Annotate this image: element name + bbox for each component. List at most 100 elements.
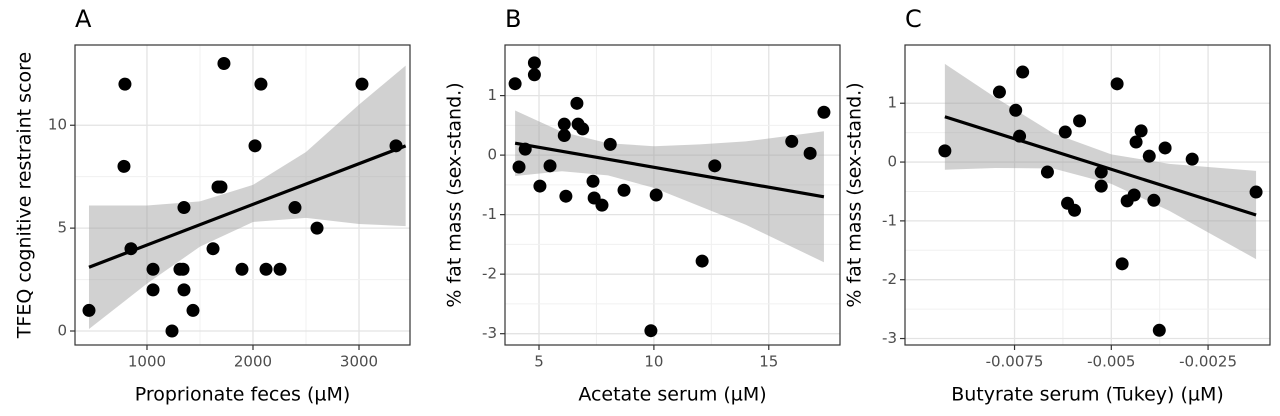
y-tick-label: -1 [882,211,897,229]
point [595,198,609,212]
confidence-band [515,110,824,263]
point [586,174,600,188]
point [1009,103,1023,117]
panel-title: C [905,5,922,33]
x-axis-title: Acetate serum (µM) [578,384,766,406]
point [82,303,96,317]
point [214,180,228,194]
point [177,201,191,215]
point [1134,124,1148,138]
x-tick-label: -0.005 [1087,353,1135,371]
point [1152,323,1166,337]
point [1147,193,1161,207]
point [206,242,220,256]
point [118,77,132,91]
panel-title: A [75,5,92,33]
y-tick-label: 0 [57,322,67,340]
y-tick-label: -1 [482,205,497,223]
panel-title: B [505,5,521,33]
point [146,283,160,297]
point [124,242,138,256]
panel-border [904,44,1271,346]
panel: -0.0075 -0.005 -0.0025 -3 -2 -1 0 1 C Butyrate se… [844,5,1271,406]
point [176,262,190,276]
y-tick-label: 1 [487,86,497,104]
point [557,117,571,131]
y-tick-label: -3 [482,324,497,342]
point [1016,65,1030,79]
point [177,283,191,297]
point [708,159,722,173]
point [217,57,231,71]
x-tick-label: 10 [644,353,663,371]
y-axis-title: % fat mass (sex-stand.) [844,82,866,307]
plot-background [905,45,1270,345]
y-tick-label: 10 [48,116,67,134]
point [1094,165,1108,179]
y-tick-label: 5 [57,219,67,237]
point [803,146,817,160]
x-axis-title: Butyrate serum (Tukey) (µM) [951,384,1224,406]
point [1249,185,1263,199]
point [1068,203,1082,217]
point [355,77,369,91]
point [1040,165,1054,179]
point [817,105,831,119]
panel: 5 10 15 -3 -2 -1 0 1 B Acetate serum (µM) % fat ma… [444,5,841,406]
point [527,56,541,70]
point [617,183,631,197]
panel: 1000 2000 3000 0 5 10 A Proprionate feces (µM) T… [14,5,411,406]
plot-background [75,45,410,345]
y-tick-label: 0 [487,146,497,164]
point [165,324,179,338]
point [649,188,663,202]
regression-line [88,144,407,269]
point [644,324,658,338]
point [992,85,1006,99]
x-tick-label: 2000 [234,353,272,371]
x-tick-label: 1000 [128,353,166,371]
point [1185,152,1199,166]
point [259,262,273,276]
confidence-band [88,65,406,329]
point [543,159,557,173]
point [1110,77,1124,91]
point [508,77,522,91]
point [1129,135,1143,149]
point [186,303,200,317]
y-tick-label: -2 [482,265,497,283]
point [533,179,547,193]
point [518,142,532,156]
point [1127,188,1141,202]
point [248,139,262,153]
y-tick-label: 0 [887,153,897,171]
x-tick-label: -0.0025 [1179,353,1237,371]
point [512,160,526,174]
x-tick-label: 5 [534,353,544,371]
point [527,68,541,82]
x-axis-title: Proprionate feces (µM) [135,384,351,406]
y-tick-label: 1 [887,94,897,112]
point [117,159,131,173]
y-tick-label: -3 [882,329,897,347]
regression-line [514,141,825,199]
x-tick-label: 3000 [340,353,378,371]
y-axis-title: TFEQ cognitive restraint score [14,52,36,339]
point [570,96,584,110]
panel-border [74,44,411,346]
point [1013,129,1027,143]
point [235,262,249,276]
point [559,189,573,203]
point [1115,257,1129,271]
point [938,144,952,158]
x-tick-label: 15 [759,353,778,371]
point [1094,179,1108,193]
point [254,77,268,91]
y-tick-label: -2 [882,270,897,288]
point [389,139,403,153]
point [1073,114,1087,128]
point [146,262,160,276]
x-tick-label: -0.0075 [986,353,1044,371]
